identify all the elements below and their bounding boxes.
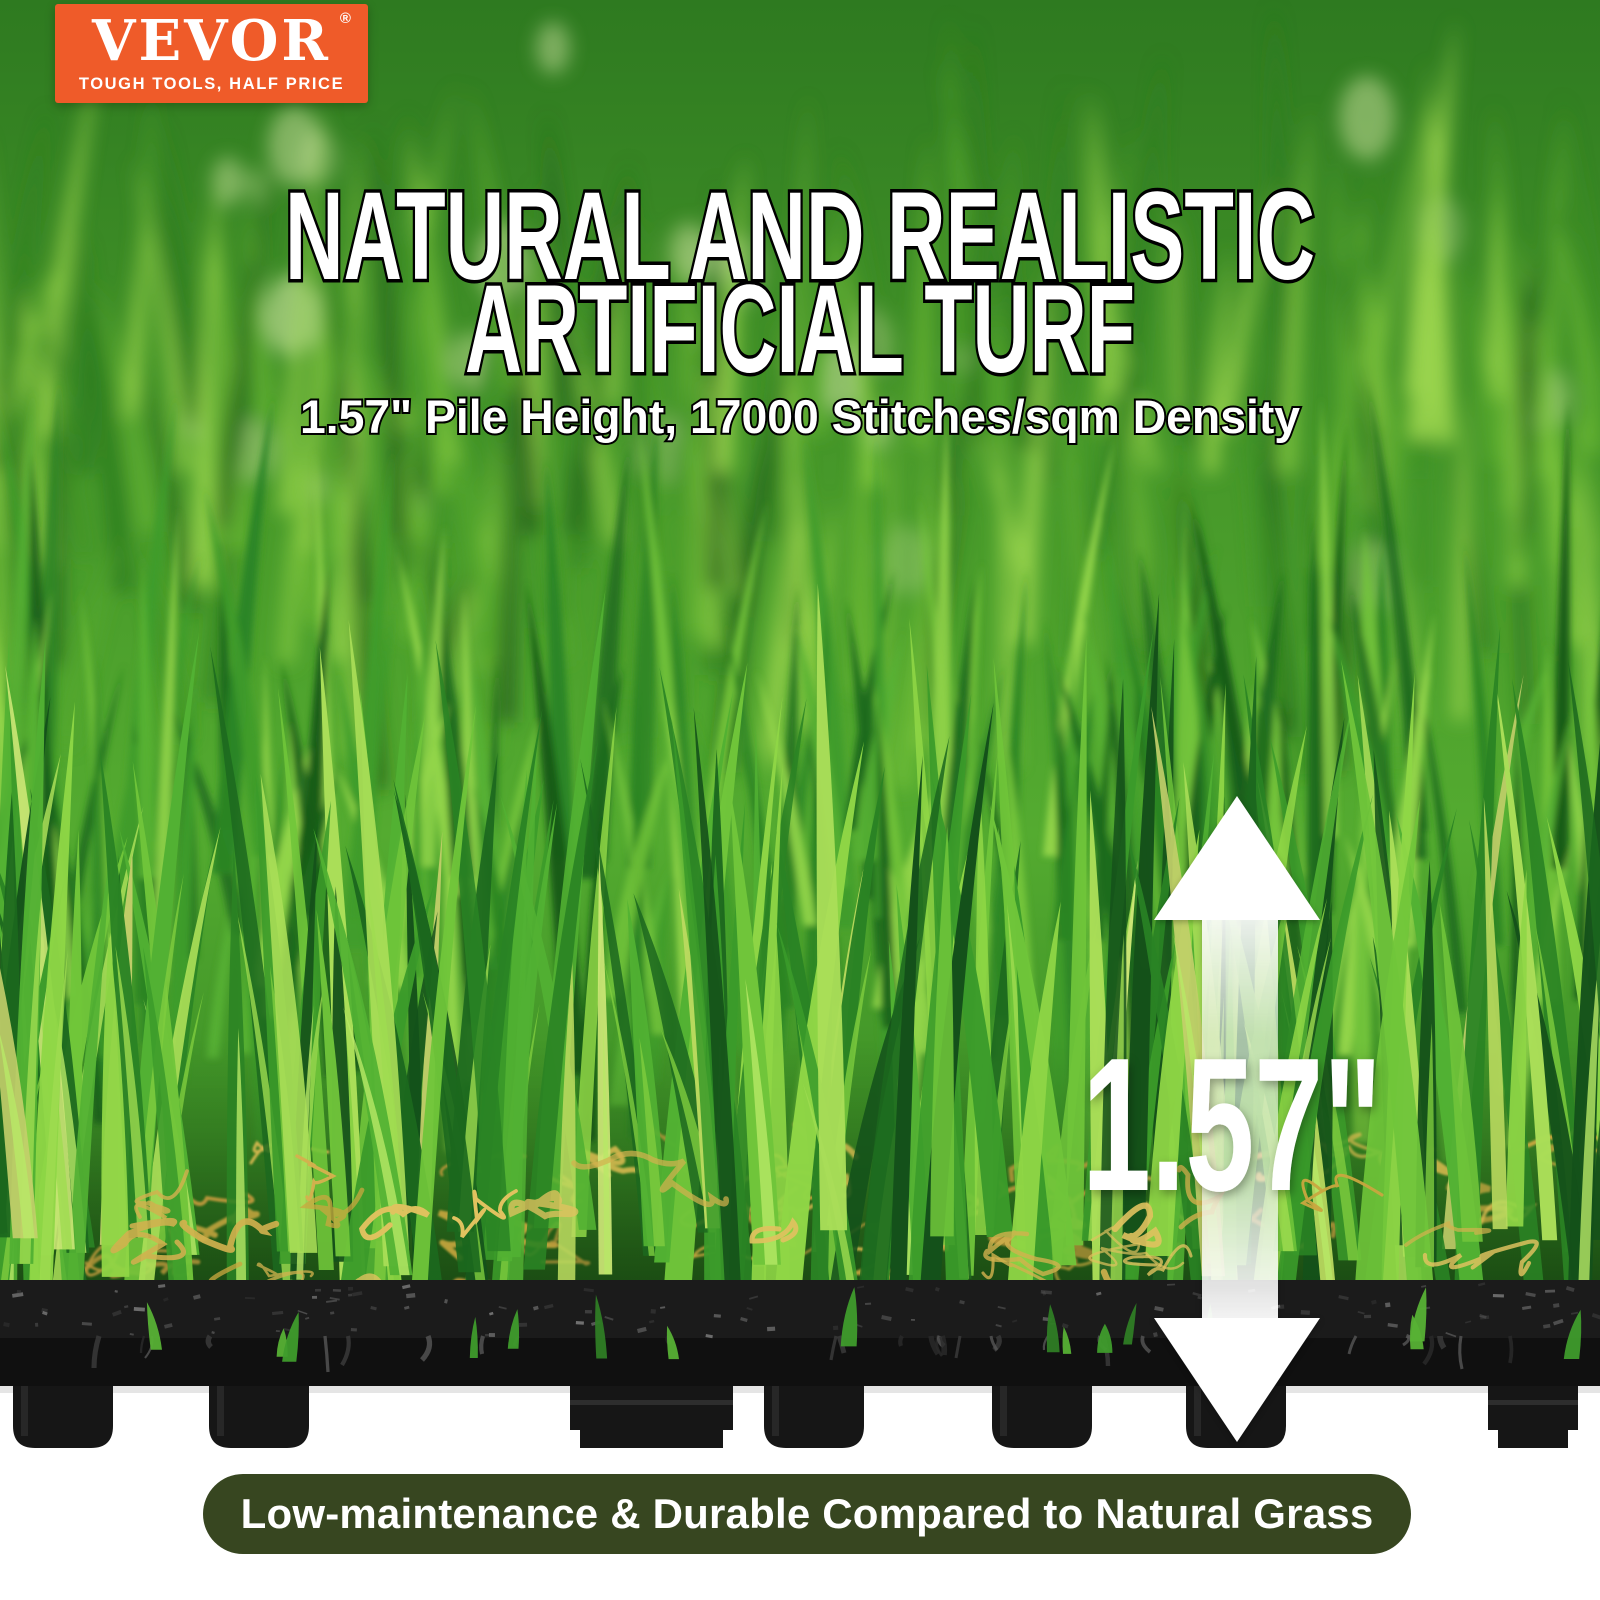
brand-tagline: TOUGH TOOLS, HALF PRICE xyxy=(78,75,345,93)
footer-banner-text: Low-maintenance & Durable Compared to Na… xyxy=(240,1490,1374,1537)
brand-logo: VEVOR ® TOUGH TOOLS, HALF PRICE xyxy=(55,4,368,103)
footer-banner: Low-maintenance & Durable Compared to Na… xyxy=(203,1474,1411,1554)
registered-mark-icon: ® xyxy=(339,10,351,27)
brand-name: VEVOR xyxy=(92,8,331,74)
